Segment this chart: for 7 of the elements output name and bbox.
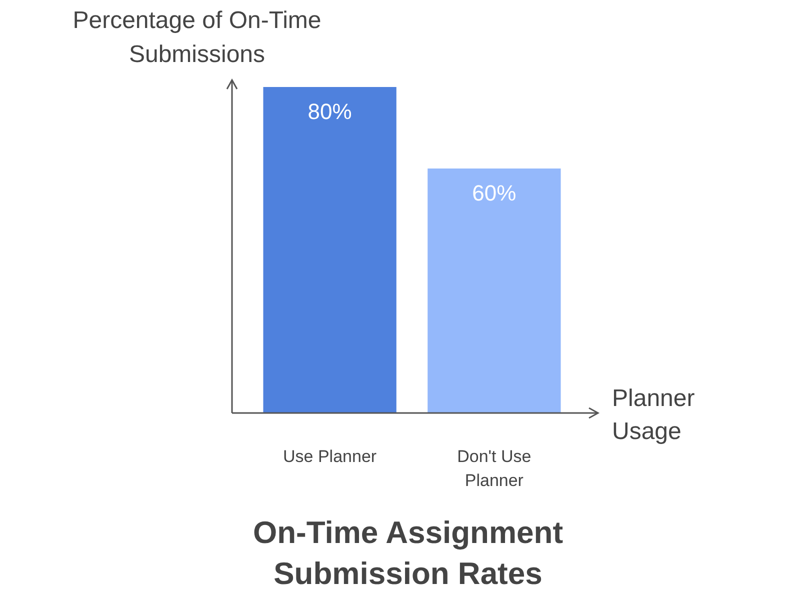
text: On-Time Assignment Submission Rates	[252, 515, 564, 591]
x-axis-title: Planner Usage	[612, 385, 695, 445]
data-label: 80%	[308, 99, 352, 124]
x-tick-label: Use Planner	[283, 447, 377, 466]
y-axis-title: Percentage of On-Time Submissions	[72, 7, 322, 68]
x-tick-label: Don't Use Planner	[457, 447, 532, 490]
data-label: 60%	[472, 180, 516, 206]
